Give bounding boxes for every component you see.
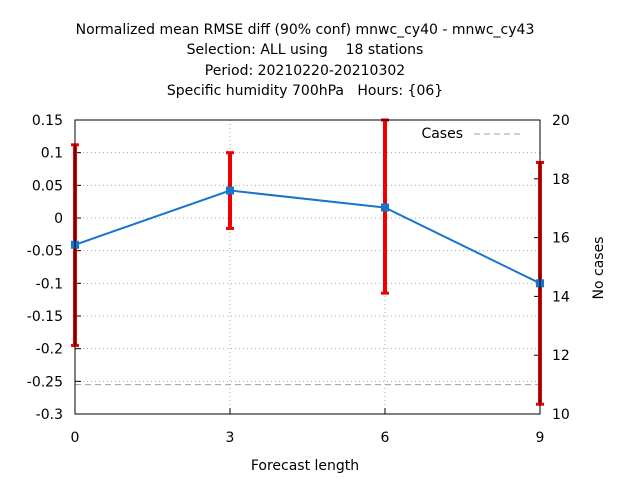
series-line xyxy=(74,189,541,285)
x-tick-label: 9 xyxy=(536,430,545,446)
y2-axis-label: No cases xyxy=(591,237,607,300)
y-axis-ticks: 0.15 0.1 0.05 0 -0.05 -0.1 -0.15 -0.2 -0.25 -0.3 xyxy=(27,113,81,423)
legend-label-cases: Cases xyxy=(421,126,463,142)
y2-tick-label: 16 xyxy=(552,231,570,247)
y2-tick-label: 18 xyxy=(552,172,570,188)
x-tick-label: 0 xyxy=(71,430,80,446)
y-tick-label: 0.15 xyxy=(32,113,63,129)
y2-tick-label: 14 xyxy=(552,289,570,305)
y-tick-label: 0.05 xyxy=(32,178,63,194)
title-line-2: Selection: ALL using 18 stations xyxy=(187,42,424,58)
y-tick-label: -0.25 xyxy=(27,374,63,390)
main-series xyxy=(71,186,544,288)
y-tick-label: -0.2 xyxy=(36,342,63,358)
error-bars xyxy=(71,118,544,406)
y-tick-label: -0.3 xyxy=(36,407,63,423)
y2-tick-label: 10 xyxy=(552,407,570,423)
title-line-1: Normalized mean RMSE diff (90% conf) mnw… xyxy=(76,22,535,38)
x-axis-label: Forecast length xyxy=(251,458,359,474)
plot-frame xyxy=(74,119,541,415)
title-line-4: Specific humidity 700hPa Hours: {06} xyxy=(167,83,443,99)
title-line-3: Period: 20210220-20210302 xyxy=(205,63,405,79)
y2-tick-label: 20 xyxy=(552,113,570,129)
data-point xyxy=(226,186,234,195)
x-tick-label: 6 xyxy=(381,430,390,446)
y-tick-label: -0.15 xyxy=(27,309,63,325)
y2-tick-label: 12 xyxy=(552,348,570,364)
grid xyxy=(75,120,540,414)
x-tick-label: 3 xyxy=(226,430,235,446)
y-tick-label: 0 xyxy=(54,211,63,227)
y-tick-label: -0.1 xyxy=(36,276,63,292)
y-tick-label: 0.1 xyxy=(41,146,63,162)
chart-title: Normalized mean RMSE diff (90% conf) mnw… xyxy=(76,22,535,99)
y-tick-label: -0.05 xyxy=(27,244,63,260)
data-point xyxy=(381,203,389,212)
legend: Cases xyxy=(421,126,522,142)
